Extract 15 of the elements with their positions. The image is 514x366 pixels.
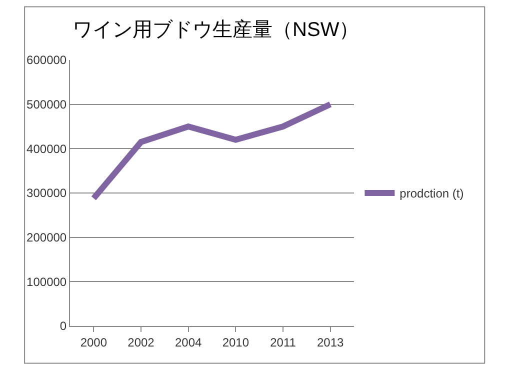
x-tick-label: 2013 (316, 335, 344, 350)
x-tick-label: 2000 (80, 335, 108, 350)
x-tick-label: 2004 (174, 335, 202, 350)
x-tick-label: 2011 (270, 335, 296, 350)
x-tick-label: 2002 (128, 335, 155, 350)
y-tick-label: 0 (60, 319, 67, 334)
y-tick-label: 200000 (26, 230, 67, 245)
y-tick-label: 600000 (26, 53, 67, 68)
chart-title: ワイン用ブドウ生産量（NSW） (72, 18, 360, 41)
y-tick-label: 100000 (26, 274, 67, 289)
y-tick-label: 400000 (26, 142, 67, 156)
legend-label: prodction (t) (400, 186, 464, 201)
x-tick-label: 2010 (222, 335, 250, 350)
y-tick-label: 300000 (26, 186, 67, 200)
y-tick-label: 500000 (26, 98, 67, 112)
